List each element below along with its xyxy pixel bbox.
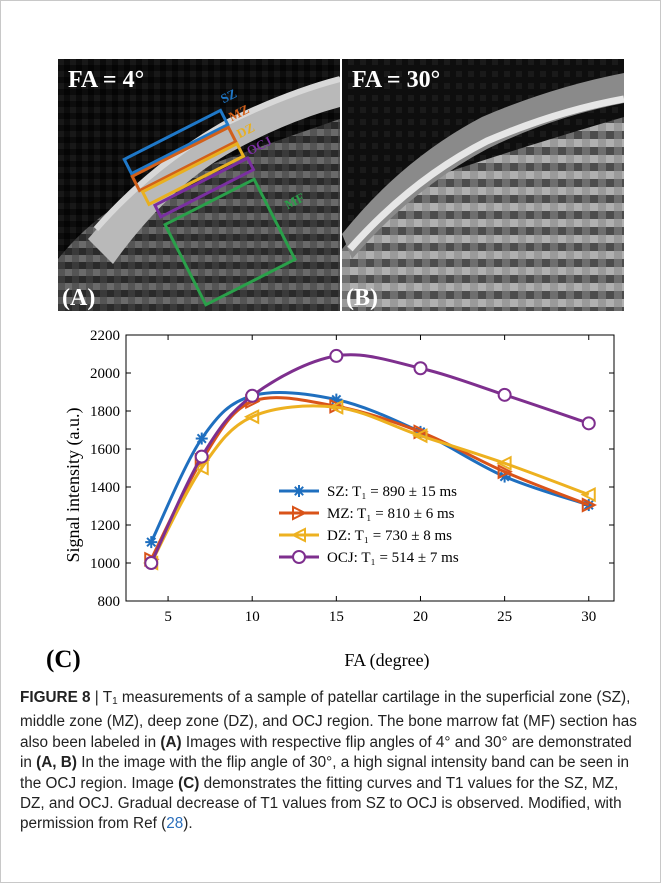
- legend-label: MZ: T₁ = 810 ± 6 ms: [327, 506, 455, 522]
- roi-label-sz: SZ: [218, 85, 239, 106]
- legend-entry-ocj: OCJ: T₁ = 514 ± 7 ms: [279, 550, 459, 566]
- caption-text-5: ).: [183, 815, 193, 833]
- y-tick-label: 1000: [90, 556, 120, 572]
- y-tick-label: 800: [98, 594, 121, 610]
- data-point: [413, 361, 428, 376]
- caption-text-3: In the image with the flip angle of 30°,…: [20, 754, 630, 792]
- data-point: [292, 505, 308, 521]
- data-point: [581, 416, 596, 431]
- data-point: [497, 387, 512, 402]
- x-tick-label: 10: [245, 609, 260, 625]
- data-point: [193, 460, 209, 476]
- panel-a-fa-text: FA = 4°: [68, 67, 144, 93]
- caption-text-1: measurements of a sample of patellar car…: [20, 689, 637, 751]
- legend-entry-dz: DZ: T₁ = 730 ± 8 ms: [279, 527, 452, 544]
- x-tick-label: 25: [497, 609, 512, 625]
- x-tick-label: 30: [581, 609, 596, 625]
- data-point: [194, 449, 209, 464]
- data-point: [328, 399, 344, 415]
- data-point: [243, 409, 260, 425]
- data-point: [497, 464, 513, 480]
- mri-image-fa30: FA = 30° (B): [342, 59, 624, 311]
- caption-ref-a: (A): [160, 733, 182, 751]
- data-point: [290, 527, 306, 543]
- caption-t1-symbol: T: [102, 689, 113, 706]
- panel-b-fa-text: FA = 30°: [352, 67, 440, 93]
- x-tick-label: 5: [164, 609, 172, 625]
- figure-number: FIGURE 8: [20, 689, 91, 706]
- x-tick-label: 15: [329, 609, 344, 625]
- data-point: [245, 388, 260, 403]
- caption-ref-c: (C): [178, 774, 200, 792]
- figure-caption: FIGURE 8 | T1 measurements of a sample o…: [20, 688, 642, 835]
- y-tick-label: 1200: [90, 518, 120, 534]
- caption-separator: |: [90, 689, 103, 706]
- data-point: [581, 497, 597, 513]
- caption-text-4: demonstrates the fitting curves and T1 v…: [20, 774, 622, 833]
- data-point: [496, 455, 512, 471]
- data-point: [329, 348, 344, 363]
- y-tick-label: 1400: [90, 480, 120, 496]
- y-tick-label: 2000: [90, 366, 120, 382]
- panel-c-label: (C): [46, 646, 81, 673]
- mri-image-fa4: SZ MZ DZ OCJ MF FA = 4° (A): [58, 59, 340, 311]
- caption-ref-link[interactable]: 28: [166, 815, 184, 833]
- y-tick-label: 1800: [90, 404, 120, 420]
- legend-entry-sz: SZ: T₁ = 890 ± 15 ms: [279, 484, 457, 500]
- t1-chart-svg: 5 10 15 20 25 30 800 1000 1200 1400 1600 1800 2000 22…: [46, 328, 615, 673]
- x-tick-label: 20: [413, 609, 428, 625]
- data-point: [195, 432, 208, 445]
- x-axis-label: FA (degree): [344, 650, 429, 671]
- panel-b-label: (B): [346, 285, 378, 311]
- plot-frame: [125, 334, 615, 602]
- panel-a-label: (A): [62, 285, 95, 311]
- data-point: [144, 556, 159, 570]
- roi-label-dz: DZ: [234, 119, 257, 141]
- legend-label: DZ: T₁ = 730 ± 8 ms: [327, 528, 452, 544]
- y-axis-label: Signal intensity (a.u.): [63, 408, 84, 563]
- caption-ref-ab: (A, B): [36, 754, 77, 772]
- data-point: [292, 550, 306, 564]
- data-point: [412, 428, 428, 444]
- data-point: [145, 536, 158, 549]
- legend-label: OCJ: T₁ = 514 ± 7 ms: [327, 550, 459, 566]
- y-tick-label: 1600: [90, 442, 120, 458]
- legend-entry-mz: MZ: T₁ = 810 ± 6 ms: [279, 505, 455, 522]
- y-tick-label: 2200: [90, 328, 120, 344]
- t1-chart: 5 10 15 20 25 30 800 1000 1200 1400 1600 1800 2000 22…: [21, 319, 646, 679]
- series-line-dz: [149, 404, 590, 564]
- caption-text-2: Images with respective flip angles of 4°…: [20, 733, 632, 772]
- data-point: [293, 485, 305, 497]
- legend-label: SZ: T₁ = 890 ± 15 ms: [327, 484, 457, 500]
- data-point: [580, 486, 596, 503]
- caption-t1-subscript: 1: [112, 696, 118, 707]
